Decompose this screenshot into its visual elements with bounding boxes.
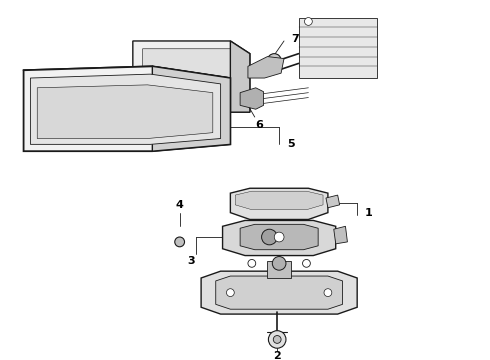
Polygon shape [24, 66, 230, 151]
Polygon shape [37, 85, 213, 139]
Polygon shape [216, 276, 343, 309]
Polygon shape [240, 224, 318, 250]
Circle shape [302, 260, 310, 267]
Circle shape [274, 232, 284, 242]
Circle shape [262, 229, 277, 245]
Circle shape [273, 336, 281, 343]
Text: 1: 1 [365, 208, 373, 218]
Polygon shape [334, 226, 347, 244]
Polygon shape [152, 66, 230, 151]
Circle shape [272, 257, 286, 270]
Polygon shape [230, 41, 250, 112]
Circle shape [175, 237, 185, 247]
Polygon shape [240, 88, 264, 109]
Polygon shape [248, 57, 284, 78]
Polygon shape [326, 195, 340, 208]
Polygon shape [30, 74, 220, 144]
Text: 2: 2 [273, 351, 281, 360]
Circle shape [268, 54, 281, 67]
Circle shape [304, 18, 312, 25]
Circle shape [226, 289, 234, 297]
Polygon shape [268, 261, 291, 278]
Text: 6: 6 [256, 120, 264, 130]
Circle shape [324, 289, 332, 297]
Polygon shape [235, 191, 323, 210]
Polygon shape [230, 188, 328, 220]
Text: 5: 5 [287, 139, 294, 149]
Text: 3: 3 [188, 256, 195, 266]
Text: 7: 7 [291, 34, 298, 44]
Circle shape [269, 331, 286, 348]
Circle shape [248, 260, 256, 267]
Polygon shape [298, 18, 377, 78]
Polygon shape [222, 220, 336, 256]
Text: 4: 4 [176, 200, 184, 210]
Polygon shape [143, 49, 245, 105]
Polygon shape [201, 271, 357, 314]
Polygon shape [133, 41, 250, 112]
